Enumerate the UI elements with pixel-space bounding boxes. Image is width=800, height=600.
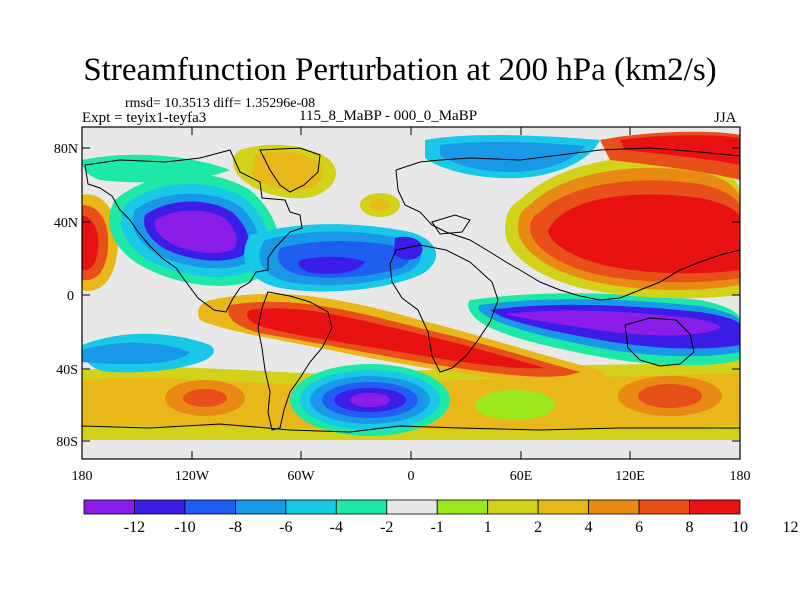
lat-label-80s: 80S <box>56 435 78 450</box>
colorbar-label: 1 <box>484 519 492 536</box>
colorbar-label: 6 <box>635 519 643 536</box>
australia-outline <box>624 317 695 367</box>
colorbar: -12 -10 -8 -6 -4 -2 -1 1 2 4 6 8 10 12 <box>83 499 798 536</box>
statistics-text: rmsd= 10.3513 diff= 1.35296e-08 <box>125 96 316 111</box>
season-label: JJA <box>714 110 737 126</box>
lat-label-eq: 0 <box>67 289 74 304</box>
colorbar-label: -1 <box>431 519 444 536</box>
colorbar-label: -4 <box>330 519 343 536</box>
map-title: Streamfunction Perturbation at 200 hPa (… <box>83 52 717 88</box>
colorbar-label: -2 <box>380 519 393 536</box>
lat-label-40n: 40N <box>54 216 78 231</box>
colorbar-label: 10 <box>732 519 748 536</box>
south-america-outline <box>257 291 333 431</box>
colorbar-swatch <box>487 499 539 515</box>
lon-label-120e: 120E <box>615 469 645 484</box>
colorbar-swatch <box>436 499 489 515</box>
colorbar-swatch <box>335 499 388 515</box>
colorbar-swatch <box>588 499 640 515</box>
colorbar-swatch <box>689 499 741 515</box>
colorbar-label: 4 <box>585 519 593 536</box>
lat-label-40s: 40S <box>56 363 78 378</box>
lon-label-180e: 180 <box>730 469 751 484</box>
colorbar-swatch <box>134 499 186 515</box>
eurasia-outline <box>395 147 740 301</box>
colorbar-swatch <box>386 499 438 515</box>
colorbar-swatch <box>537 499 590 515</box>
colorbar-label: 2 <box>534 519 542 536</box>
colorbar-swatch <box>285 499 337 515</box>
colorbar-swatch <box>83 499 135 515</box>
experiment-label: Expt = teyix1-teyfa3 <box>82 110 207 126</box>
colorbar-swatch <box>234 499 287 515</box>
colorbar-swatch <box>184 499 236 515</box>
africa-outline <box>389 244 499 373</box>
lon-label-60w: 60W <box>287 469 315 484</box>
colorbar-label: -12 <box>124 519 145 536</box>
colorbar-label: 12 <box>782 519 798 536</box>
lon-label-0: 0 <box>408 469 415 484</box>
antarctica-outline <box>82 423 740 433</box>
lon-label-180w: 180 <box>72 469 93 484</box>
colorbar-label: 8 <box>686 519 694 536</box>
colorbar-label: -6 <box>279 519 292 536</box>
contour-field <box>82 127 740 459</box>
lat-label-80n: 80N <box>54 142 78 157</box>
mediterranean-outline <box>431 214 471 235</box>
period-label: 115_8_MaBP - 000_0_MaBP <box>299 108 478 124</box>
greenland-outline <box>259 147 321 193</box>
lon-label-120w: 120W <box>175 469 210 484</box>
lon-label-60e: 60E <box>510 469 533 484</box>
north-america-outline <box>84 149 303 313</box>
tick-marks <box>82 127 740 459</box>
colorbar-label: -10 <box>174 519 195 536</box>
colorbar-swatch <box>638 499 690 515</box>
coastline-layer <box>82 147 740 433</box>
colorbar-label: -8 <box>229 519 242 536</box>
